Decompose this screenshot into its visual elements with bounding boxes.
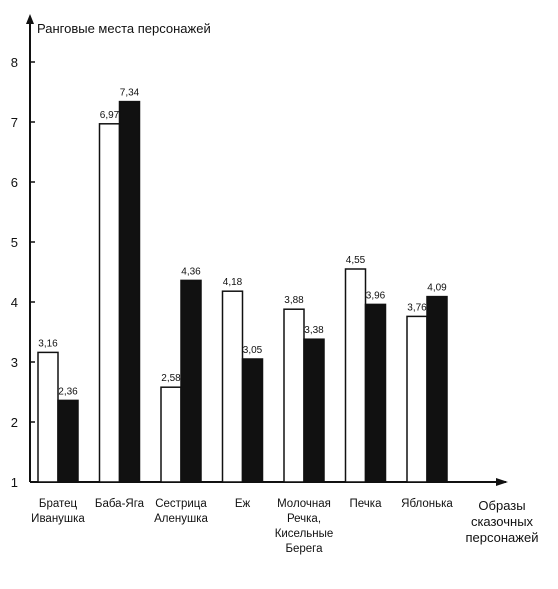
bar	[364, 303, 387, 483]
value-label: 3,96	[366, 290, 386, 301]
bar	[37, 351, 59, 483]
bar	[426, 295, 448, 483]
category-label: Еж	[235, 498, 251, 510]
bar	[241, 358, 264, 483]
bar	[406, 315, 428, 483]
value-label: 3,16	[38, 338, 58, 349]
y-axis-title: Ранговые места персонажей	[37, 21, 211, 36]
category-label: Берега	[285, 543, 323, 555]
bar	[303, 338, 325, 483]
y-tick-label: 5	[11, 235, 18, 250]
y-tick-label: 1	[11, 475, 18, 490]
y-axis-arrow	[26, 14, 34, 24]
bar	[180, 279, 202, 483]
value-label: 3,76	[407, 302, 427, 313]
y-tick-label: 3	[11, 355, 18, 370]
bars	[37, 100, 448, 483]
category-label: Братец	[39, 498, 78, 510]
y-tick-label: 4	[11, 295, 18, 310]
bar	[283, 308, 305, 483]
value-label: 4,18	[223, 277, 243, 288]
bar	[221, 290, 244, 483]
category-label: Аленушка	[154, 513, 208, 525]
x-axis-title: сказочных	[471, 514, 534, 529]
y-tick-label: 8	[11, 55, 18, 70]
value-label: 4,36	[181, 266, 201, 277]
category-label: Молочная	[277, 498, 331, 510]
y-tick-label: 6	[11, 175, 18, 190]
category-label: Иванушка	[31, 513, 85, 525]
value-label: 4,55	[346, 255, 366, 266]
bar	[344, 268, 367, 483]
category-label: Печка	[350, 498, 383, 510]
category-label: Яблонька	[401, 498, 453, 510]
value-label: 3,38	[304, 325, 324, 336]
x-axis-arrow	[496, 478, 508, 486]
category-label: Речка,	[287, 513, 321, 525]
value-label: 4,09	[427, 283, 447, 294]
value-label: 2,36	[58, 386, 78, 397]
value-label: 7,34	[120, 88, 140, 99]
y-tick-label: 7	[11, 115, 18, 130]
y-tick-label: 2	[11, 415, 18, 430]
value-label: 2,58	[161, 373, 181, 384]
bar	[160, 386, 182, 483]
x-axis-title: персонажей	[466, 530, 539, 545]
category-label: Сестрица	[155, 498, 207, 510]
x-axis-title: Образы	[478, 498, 525, 513]
bar	[98, 123, 121, 483]
category-label: Кисельные	[275, 528, 334, 540]
value-label: 3,88	[284, 295, 304, 306]
category-label: Баба-Яга	[95, 498, 145, 510]
bar	[57, 399, 79, 483]
value-label: 3,05	[243, 345, 263, 356]
bar	[118, 100, 141, 483]
labels: 1 2 3 4 5 6 7 8 Ранговые места персонажей Образыс…	[11, 21, 539, 555]
value-label: 6,97	[100, 110, 120, 121]
